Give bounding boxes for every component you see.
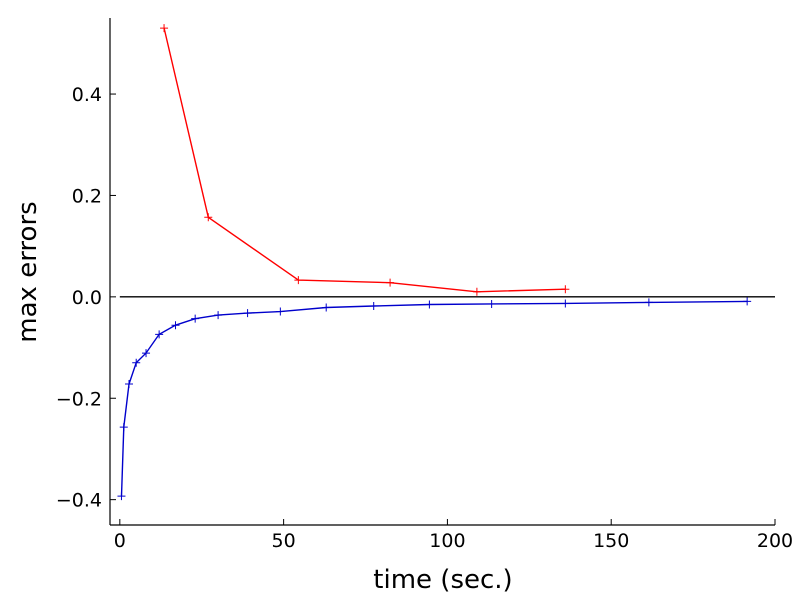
data-point xyxy=(142,349,151,358)
data-point xyxy=(243,309,252,318)
y-tick-label: 0.2 xyxy=(72,185,102,207)
data-point xyxy=(322,303,331,312)
series-1 xyxy=(160,24,570,296)
data-point xyxy=(644,298,653,307)
y-tick-label: 0.4 xyxy=(72,84,102,106)
data-point xyxy=(276,307,285,316)
y-tick-label: −0.4 xyxy=(56,490,102,512)
y-tick-label: 0.0 xyxy=(72,287,102,309)
x-tick-label: 100 xyxy=(429,530,465,552)
tick-group: 0 50 100 150 200 −0.4 −0.2 0.0 0.2 0.4 xyxy=(56,84,793,552)
data-point xyxy=(155,330,164,339)
data-point xyxy=(743,297,752,306)
data-point xyxy=(386,278,395,287)
y-axis-label: max errors xyxy=(13,201,43,342)
series-2 xyxy=(117,297,752,501)
data-point xyxy=(561,299,570,308)
series-layer xyxy=(117,24,752,501)
y-tick-label: −0.2 xyxy=(56,388,102,410)
data-point xyxy=(191,314,200,323)
data-point xyxy=(472,287,481,296)
data-point xyxy=(132,358,141,367)
x-tick-label: 200 xyxy=(757,530,793,552)
data-point xyxy=(561,285,570,294)
data-point xyxy=(204,213,213,222)
x-tick-label: 50 xyxy=(272,530,296,552)
data-point xyxy=(171,321,180,330)
data-point xyxy=(119,423,128,432)
x-axis-label: time (sec.) xyxy=(373,565,512,595)
data-point xyxy=(294,276,303,285)
data-point xyxy=(214,311,223,320)
x-tick-label: 150 xyxy=(593,530,629,552)
series-line xyxy=(163,27,566,293)
data-point xyxy=(369,301,378,310)
data-point xyxy=(125,380,133,389)
data-point xyxy=(117,492,126,501)
series-line xyxy=(120,300,748,497)
x-tick-label: 0 xyxy=(114,530,126,552)
data-point xyxy=(425,300,434,309)
data-point xyxy=(160,24,169,33)
data-point xyxy=(487,299,496,308)
